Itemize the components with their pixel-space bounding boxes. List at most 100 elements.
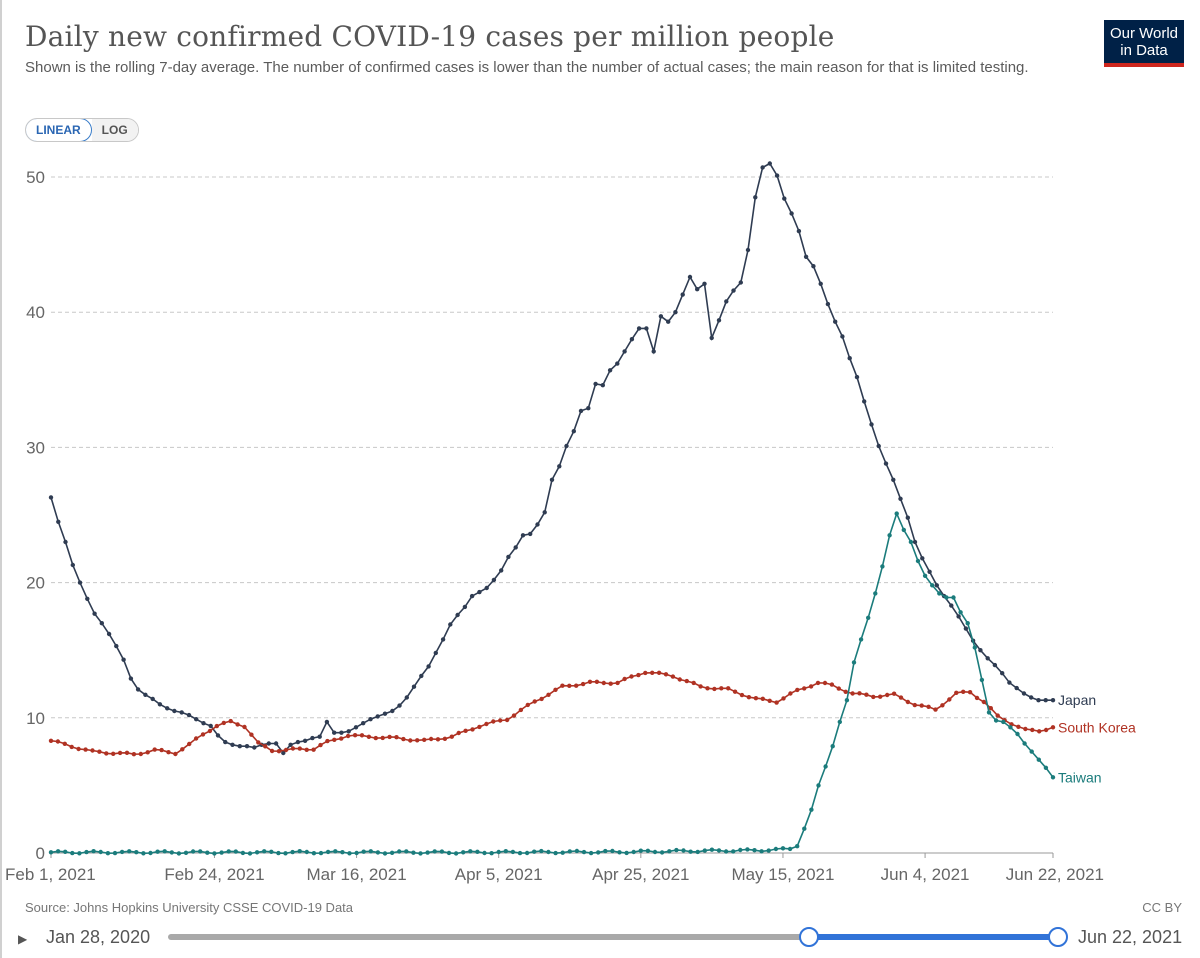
data-point	[219, 850, 224, 855]
data-point	[745, 847, 750, 852]
data-point	[912, 539, 918, 545]
data-point	[542, 510, 547, 515]
data-point	[1036, 757, 1042, 762]
data-point	[961, 689, 966, 694]
data-point	[173, 751, 178, 757]
series-label[interactable]: Taiwan	[1058, 769, 1102, 785]
data-point	[615, 680, 620, 686]
data-point	[944, 595, 949, 600]
timeline-start-handle[interactable]	[798, 927, 819, 947]
data-point	[353, 725, 359, 730]
source-note[interactable]: Source: Johns Hopkins University CSSE CO…	[25, 900, 354, 915]
data-point	[201, 721, 206, 726]
data-point	[818, 281, 823, 286]
data-point	[90, 748, 95, 753]
data-point	[780, 846, 786, 851]
data-point	[332, 737, 337, 742]
data-point	[440, 637, 446, 642]
data-point	[475, 849, 480, 854]
data-point	[1036, 698, 1041, 703]
data-point	[124, 750, 130, 755]
data-point	[223, 739, 228, 745]
data-point	[207, 728, 213, 734]
data-point	[180, 747, 185, 752]
data-point	[524, 850, 530, 856]
data-point	[347, 851, 352, 856]
data-point	[774, 700, 779, 705]
linear-scale-button[interactable]: LINEAR	[25, 119, 92, 141]
data-point	[905, 699, 911, 705]
data-point	[297, 746, 302, 751]
owid-logo[interactable]: Our World in Data	[1104, 20, 1184, 67]
data-point	[702, 281, 707, 286]
data-point	[506, 554, 511, 560]
data-point	[652, 849, 658, 855]
data-point	[871, 694, 876, 700]
data-point	[688, 849, 693, 854]
data-point	[891, 477, 896, 482]
data-point	[187, 741, 192, 747]
data-point	[752, 848, 757, 853]
data-point	[901, 527, 906, 533]
data-point	[297, 849, 302, 854]
data-point	[333, 849, 338, 854]
data-point	[114, 643, 119, 649]
data-point	[157, 702, 163, 707]
data-point	[885, 692, 890, 698]
x-tick-label: Feb 1, 2021	[5, 865, 96, 884]
data-point	[825, 301, 831, 307]
data-point	[77, 580, 83, 585]
data-point	[91, 849, 96, 854]
data-point	[546, 849, 551, 855]
data-point	[380, 735, 385, 741]
data-point	[150, 696, 155, 702]
timeline-end-handle[interactable]	[1048, 927, 1068, 947]
data-point	[411, 684, 417, 689]
data-point	[166, 750, 171, 755]
data-point	[469, 593, 475, 599]
series-line	[50, 162, 1053, 755]
data-point	[844, 698, 850, 703]
data-point	[290, 746, 296, 751]
data-point	[468, 849, 473, 854]
data-point	[759, 849, 764, 854]
data-point	[894, 511, 899, 516]
data-point	[745, 247, 751, 253]
data-point	[97, 749, 102, 754]
log-scale-button[interactable]: LOG	[91, 119, 138, 141]
play-icon[interactable]: ▶	[18, 932, 28, 946]
data-point	[898, 695, 904, 700]
data-point	[104, 751, 109, 756]
data-point	[629, 337, 635, 342]
logo-line-2: in Data	[1120, 42, 1168, 59]
data-point	[446, 850, 452, 856]
data-point	[553, 687, 558, 692]
data-point	[594, 679, 600, 684]
data-point	[979, 677, 985, 683]
data-point	[674, 847, 679, 853]
data-point	[455, 612, 460, 618]
data-point	[811, 264, 816, 269]
series-label[interactable]: Japan	[1058, 692, 1096, 708]
data-point	[840, 334, 845, 339]
data-point	[263, 744, 268, 749]
data-point	[240, 850, 246, 856]
license-link[interactable]: CC BY	[1142, 900, 1182, 915]
data-point	[738, 847, 743, 853]
data-point	[1050, 698, 1056, 703]
data-point	[491, 719, 496, 724]
series-label[interactable]: South Korea	[1058, 719, 1136, 735]
data-point	[617, 850, 622, 855]
data-point	[394, 735, 399, 740]
data-point	[739, 692, 745, 698]
data-point	[70, 562, 76, 568]
data-point	[411, 850, 416, 855]
data-point	[965, 621, 970, 626]
data-point	[310, 735, 315, 741]
data-point	[857, 691, 862, 696]
y-tick-label: 10	[26, 709, 45, 728]
data-point	[788, 691, 793, 696]
data-point	[993, 718, 999, 723]
timeline-track[interactable]	[168, 927, 1068, 947]
x-tick-label: Feb 24, 2021	[164, 865, 264, 884]
